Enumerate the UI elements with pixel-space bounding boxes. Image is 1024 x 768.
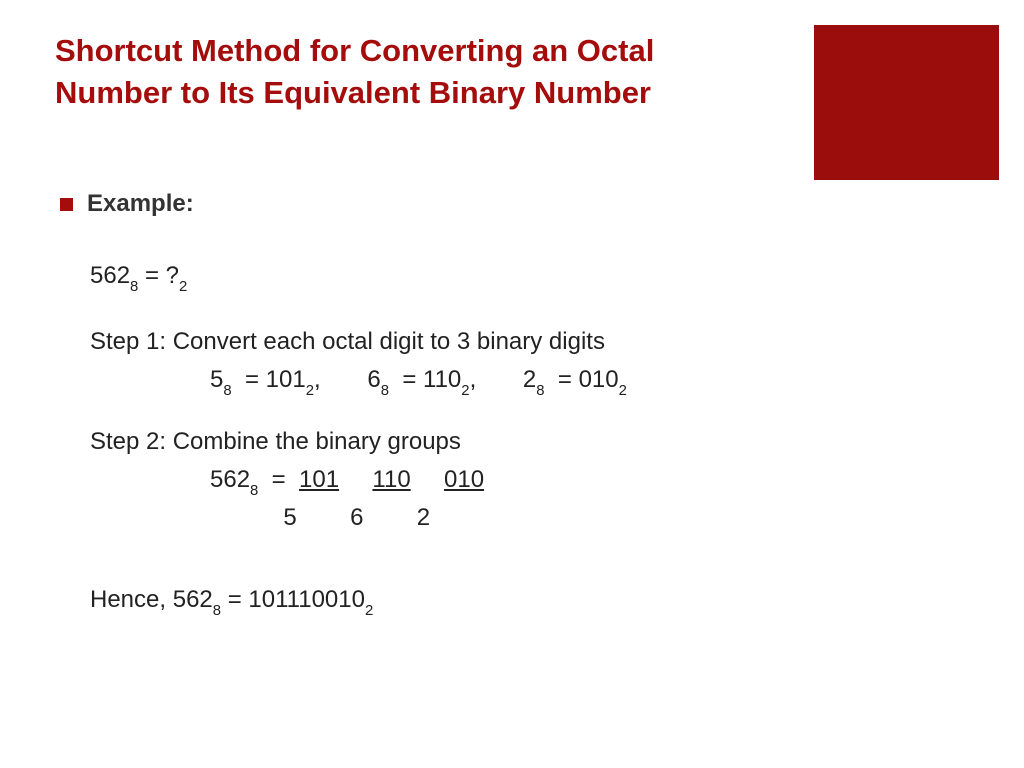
problem-statement: 5628 = ?2 xyxy=(90,258,627,296)
conv2-oct: 6 xyxy=(367,366,380,393)
step1-heading: Step 1: Convert each octal digit to 3 bi… xyxy=(90,324,627,360)
conv1-bin: 101 xyxy=(266,366,306,393)
conv3-oct-base: 8 xyxy=(536,383,544,399)
result-oct-base: 8 xyxy=(213,603,221,619)
digit1: 5 xyxy=(283,504,296,531)
digit2: 6 xyxy=(350,504,363,531)
group3: 010 xyxy=(444,466,484,493)
example-bullet-row: Example: xyxy=(60,190,194,218)
problem-from-base: 8 xyxy=(130,279,138,295)
bullet-icon xyxy=(60,198,73,211)
group1: 101 xyxy=(299,466,339,493)
problem-equals: = ? xyxy=(138,262,179,289)
result-bin: 101110010 xyxy=(248,586,365,613)
result-equals: = xyxy=(221,586,248,613)
result-prefix: Hence, xyxy=(90,586,173,613)
result-bin-base: 2 xyxy=(365,603,373,619)
conv3-oct: 2 xyxy=(523,366,536,393)
conv2-bin: 110 xyxy=(423,366,461,393)
step2-combine-row: 5628 = 101 110 010 xyxy=(90,462,627,500)
step1-conversions: 58 = 1012, 68 = 1102, 28 = 0102 xyxy=(90,362,627,400)
conv3-bin: 010 xyxy=(579,366,619,393)
conv3-bin-base: 2 xyxy=(619,383,627,399)
problem-value: 562 xyxy=(90,262,130,289)
slide-title: Shortcut Method for Converting an Octal … xyxy=(55,30,775,114)
group2: 110 xyxy=(372,466,410,493)
digit3: 2 xyxy=(417,504,430,531)
conv1-oct-base: 8 xyxy=(223,383,231,399)
step2-lhs-base: 8 xyxy=(250,483,258,499)
step2-lhs: 562 xyxy=(210,466,250,493)
decorative-box xyxy=(814,25,999,180)
step2-digit-row: 5 6 2 xyxy=(90,500,627,536)
conv1-bin-base: 2 xyxy=(306,383,314,399)
result-line: Hence, 5628 = 1011100102 xyxy=(90,582,627,620)
conv1-oct: 5 xyxy=(210,366,223,393)
problem-to-base: 2 xyxy=(179,279,187,295)
content-body: 5628 = ?2 Step 1: Convert each octal dig… xyxy=(90,258,627,620)
step2-heading: Step 2: Combine the binary groups xyxy=(90,424,627,460)
example-label: Example: xyxy=(87,190,194,218)
result-oct: 562 xyxy=(173,586,213,613)
conv2-oct-base: 8 xyxy=(381,383,389,399)
conv2-bin-base: 2 xyxy=(461,383,469,399)
